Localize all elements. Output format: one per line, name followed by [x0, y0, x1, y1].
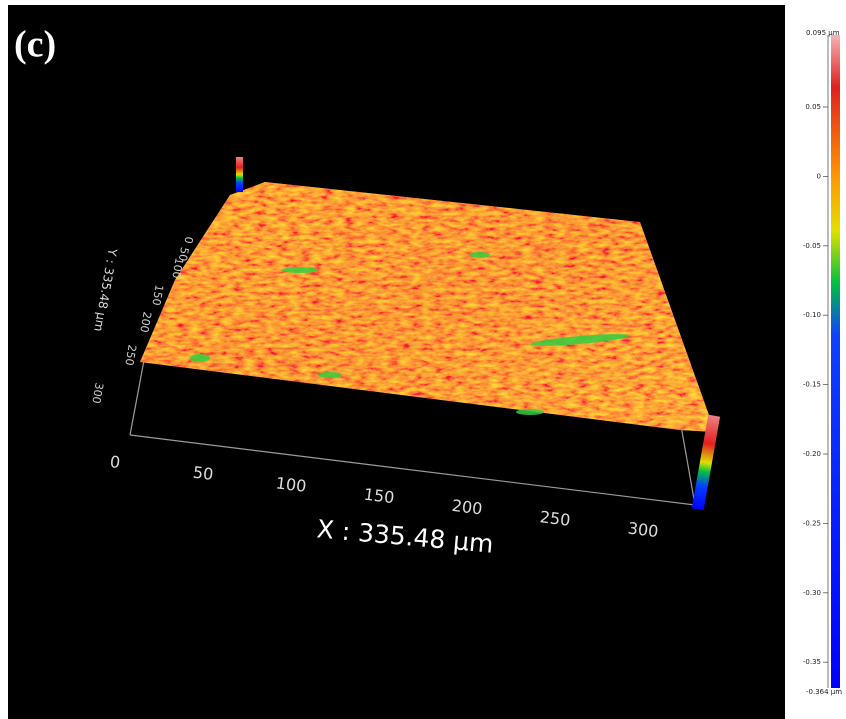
y-tick-label: 0 — [181, 236, 195, 245]
axis-box — [129, 354, 696, 506]
y-tick-label: 50 — [176, 246, 191, 262]
x-tick-label: 50 — [192, 463, 215, 484]
surface-texture — [140, 182, 715, 432]
colorbar-tick-label: -0.35 — [803, 658, 821, 666]
colorbar-max-label: 0.095 µm — [806, 29, 840, 37]
surface-low-spots — [190, 252, 630, 415]
colorbar — [831, 35, 840, 688]
colorbar-min-label: -0.364 µm — [806, 688, 842, 696]
x-tick-label: 100 — [275, 473, 308, 496]
colorbar-tick-label: 0.05 — [805, 103, 821, 111]
x-tick-label: 200 — [451, 496, 484, 519]
x-tick-label: 0 — [109, 452, 121, 472]
corner-marker — [691, 414, 721, 511]
y-tick-label: 200 — [137, 311, 153, 334]
colorbar-tick-label: -0.05 — [803, 242, 821, 250]
y-tick-label: 150 — [149, 284, 165, 307]
x-tick-label: 250 — [539, 507, 572, 530]
colorbar-tick-label: -0.30 — [803, 589, 821, 597]
corner-marker — [236, 157, 243, 192]
x-tick-label: 150 — [363, 485, 396, 508]
y-tick-label: 250 — [122, 344, 138, 367]
colorbar-tick-label: -0.10 — [803, 311, 821, 319]
colorbar-tick-label: -0.20 — [803, 450, 821, 458]
panel-label: (c) — [14, 24, 56, 66]
colorbar-tick-label: -0.25 — [803, 519, 821, 527]
y-tick-label: 300 — [89, 382, 105, 405]
colorbar-tick-label: -0.15 — [803, 381, 821, 389]
colorbar-tick-label: 0 — [817, 172, 821, 180]
y-tick-label: 100 — [169, 257, 185, 280]
x-tick-label: 300 — [627, 519, 660, 542]
